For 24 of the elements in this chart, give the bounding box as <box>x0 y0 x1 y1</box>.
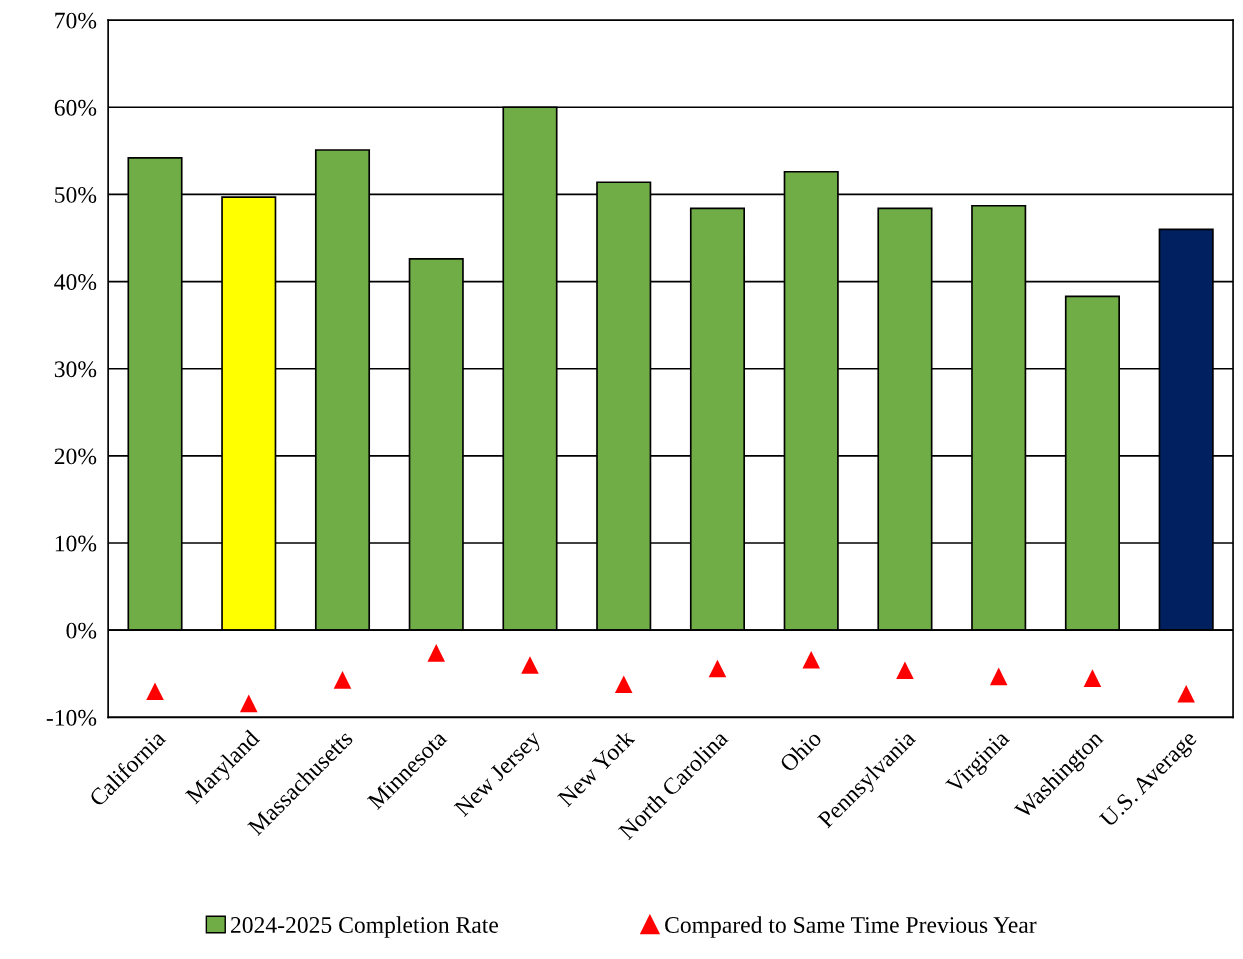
y-tick-label: 70% <box>55 12 97 29</box>
legend-label: 2024-2025 Completion Rate <box>230 916 499 938</box>
point <box>802 651 820 669</box>
point <box>989 667 1008 686</box>
y-tick-label: 60% <box>54 99 97 116</box>
point <box>1083 669 1102 687</box>
legend-label: Compared to Same Time Previous Year <box>665 916 1037 938</box>
point <box>896 661 914 680</box>
x-tick-label: New York <box>556 728 636 808</box>
y-tick-label: 30% <box>54 361 97 378</box>
y-tick-label: 20% <box>54 448 97 465</box>
point <box>521 656 539 674</box>
point <box>708 659 727 678</box>
point <box>333 671 352 689</box>
point <box>614 675 633 693</box>
point <box>239 694 258 713</box>
point <box>427 644 446 662</box>
y-tick-label: 10% <box>55 535 97 552</box>
y-tick-label: 40% <box>54 274 97 291</box>
y-tick-label: 0% <box>66 622 97 639</box>
y-tick-label: 50% <box>55 186 97 203</box>
y-tick-label: -10% <box>46 709 97 726</box>
point <box>146 682 164 700</box>
point <box>1177 685 1195 703</box>
